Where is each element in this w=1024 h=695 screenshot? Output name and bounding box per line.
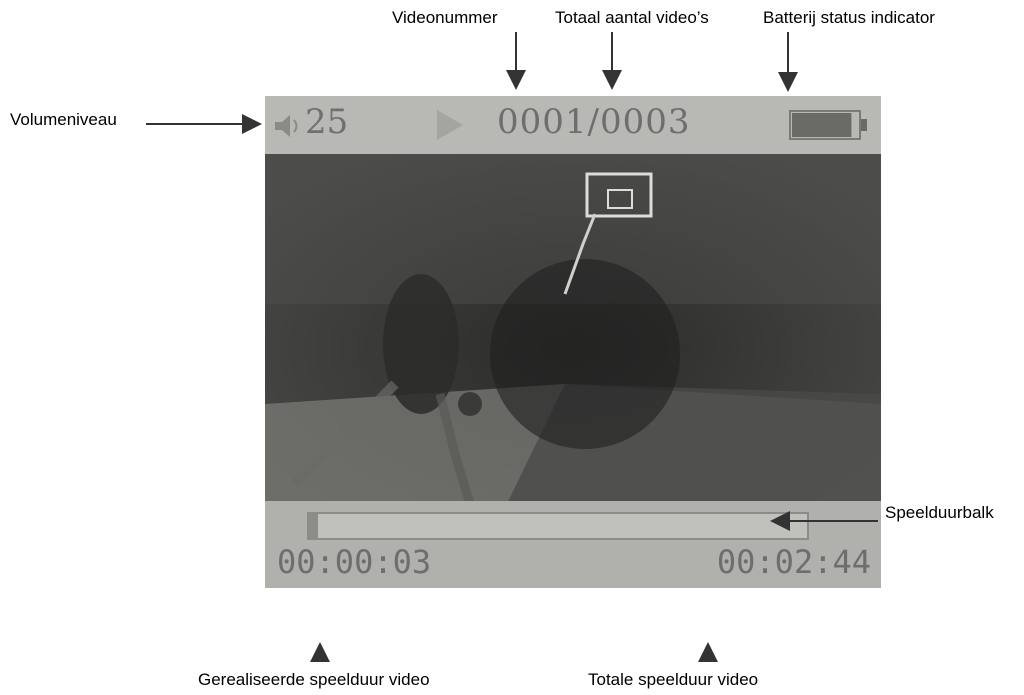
- callout-totale-speelduur: Totale speelduur video: [588, 670, 759, 689]
- callout-videonummer: Videonummer: [392, 8, 498, 27]
- speaker-icon: [275, 115, 298, 137]
- callout-totaal-aantal: Totaal aantal video’s: [555, 8, 709, 27]
- battery-icon: [789, 110, 867, 140]
- playback-bar: 00:00:03 00:02:44: [265, 501, 881, 588]
- video-frame: [265, 154, 881, 508]
- video-counter: 0001/0003: [497, 102, 691, 142]
- callout-gerealiseerde-speelduur: Gerealiseerde speelduur video: [198, 670, 430, 689]
- battery-fill: [792, 113, 852, 137]
- volume-level: 25: [305, 102, 349, 142]
- callout-speelduurbalk: Speelduurbalk: [885, 503, 994, 522]
- status-bar: 25 0001/0003: [265, 96, 881, 154]
- callout-volumeniveau: Volumeniveau: [10, 110, 117, 129]
- play-icon: [437, 110, 463, 140]
- progress-bar[interactable]: [307, 512, 809, 540]
- elapsed-time: 00:00:03: [277, 543, 432, 581]
- total-time: 00:02:44: [716, 543, 871, 581]
- player-screen: 25 0001/0003 00:00:03: [265, 96, 881, 588]
- progress-fill: [309, 514, 318, 538]
- callout-batterij: Batterij status indicator: [763, 8, 935, 27]
